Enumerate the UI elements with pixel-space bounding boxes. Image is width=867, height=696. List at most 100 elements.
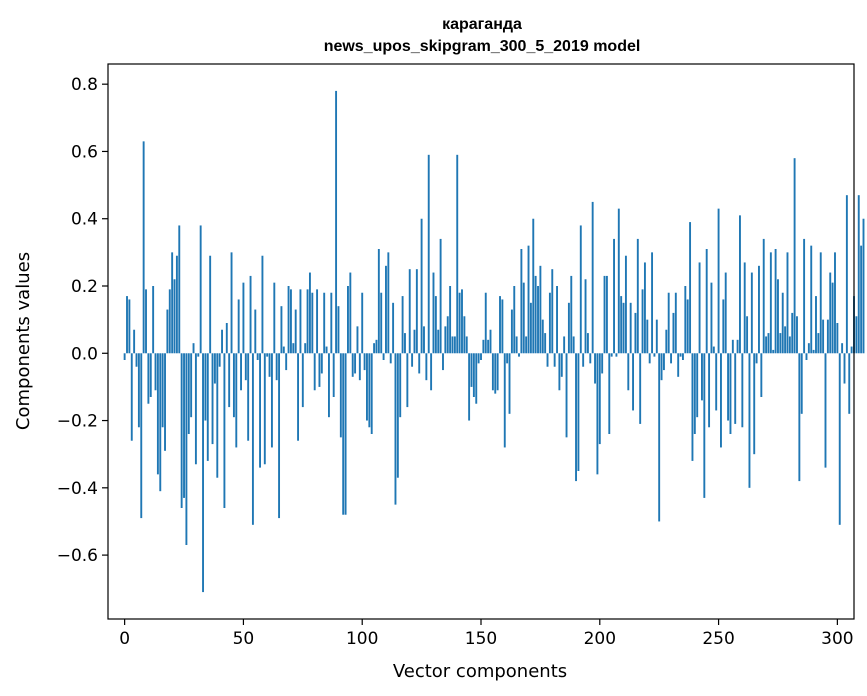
bar	[570, 275, 573, 354]
bar	[610, 353, 613, 357]
bar	[375, 339, 378, 354]
bar	[332, 353, 335, 397]
bar	[301, 353, 304, 408]
x-tick-label: 200	[584, 629, 616, 649]
bar	[613, 238, 615, 354]
bar	[240, 353, 242, 391]
bar	[335, 90, 338, 354]
bar	[712, 346, 715, 354]
bar	[156, 353, 159, 475]
bar	[491, 353, 494, 391]
bar	[560, 353, 563, 377]
bar	[819, 252, 822, 354]
bar	[765, 336, 768, 354]
bar	[822, 319, 825, 354]
bar	[586, 333, 589, 354]
bar	[717, 208, 720, 354]
bar	[508, 353, 511, 414]
y-tick-label: 0.0	[71, 344, 98, 364]
bar	[805, 353, 808, 360]
bar	[263, 353, 266, 465]
bar	[779, 333, 782, 354]
bar	[347, 286, 349, 354]
bar	[681, 353, 684, 360]
bar	[358, 353, 361, 381]
y-tick-label: 0.2	[71, 277, 98, 297]
bar	[608, 353, 611, 434]
bar	[860, 245, 863, 354]
bar	[489, 329, 492, 354]
bar	[594, 353, 596, 384]
bar	[175, 255, 178, 354]
bar	[287, 286, 290, 354]
bar	[230, 252, 233, 354]
bar	[323, 292, 326, 354]
bar	[494, 353, 497, 394]
bar	[798, 353, 801, 482]
bar	[164, 353, 166, 451]
x-tick-label: 250	[702, 629, 734, 649]
bar	[468, 353, 471, 421]
bar	[760, 353, 763, 397]
bar	[211, 353, 214, 445]
bar	[836, 323, 839, 354]
bar	[180, 353, 183, 508]
y-tick-label: 0.4	[71, 210, 98, 230]
bar	[225, 323, 228, 354]
bar	[394, 353, 397, 505]
bar	[135, 353, 138, 367]
bar	[736, 339, 739, 354]
bar	[534, 275, 537, 354]
bar	[784, 326, 787, 354]
bar	[168, 289, 171, 354]
bar	[185, 353, 188, 545]
bar	[506, 353, 509, 364]
y-tick-label: −0.4	[57, 479, 98, 499]
bar	[496, 353, 499, 391]
bar	[351, 353, 354, 377]
bar	[643, 262, 646, 354]
bar	[484, 292, 487, 354]
bar	[244, 353, 247, 381]
bar	[603, 275, 606, 354]
bar	[817, 333, 820, 354]
bar	[679, 353, 682, 357]
bar	[579, 225, 582, 354]
bar	[235, 353, 238, 448]
bar	[629, 302, 632, 354]
bar	[660, 353, 663, 381]
bar	[259, 353, 261, 468]
bar	[427, 154, 430, 354]
bar	[729, 353, 732, 434]
bar	[731, 339, 734, 354]
bar	[363, 353, 366, 371]
y-axis: −0.6 −0.4 −0.2 0.0 0.2 0.4 0.6 0.8	[57, 75, 108, 566]
bar	[356, 326, 359, 354]
bar	[123, 353, 126, 360]
bar	[563, 336, 566, 354]
bar	[328, 353, 330, 418]
bar	[758, 265, 760, 354]
bar	[741, 353, 744, 428]
bar	[173, 279, 176, 354]
bar	[178, 225, 181, 354]
bar	[444, 326, 447, 354]
bar	[275, 353, 278, 381]
bar	[401, 296, 404, 354]
bar	[266, 353, 269, 357]
bar	[774, 249, 777, 354]
bar	[834, 252, 836, 354]
bar	[750, 272, 753, 354]
bar	[370, 353, 373, 434]
x-axis-label: Vector components	[393, 661, 567, 682]
bar	[727, 353, 730, 421]
y-axis-label: Components values	[13, 252, 34, 430]
bar	[451, 336, 454, 354]
bar	[734, 353, 737, 424]
bar	[154, 353, 157, 391]
bar	[710, 282, 713, 354]
bar	[848, 353, 851, 414]
bar	[242, 282, 245, 354]
bar	[539, 265, 542, 354]
